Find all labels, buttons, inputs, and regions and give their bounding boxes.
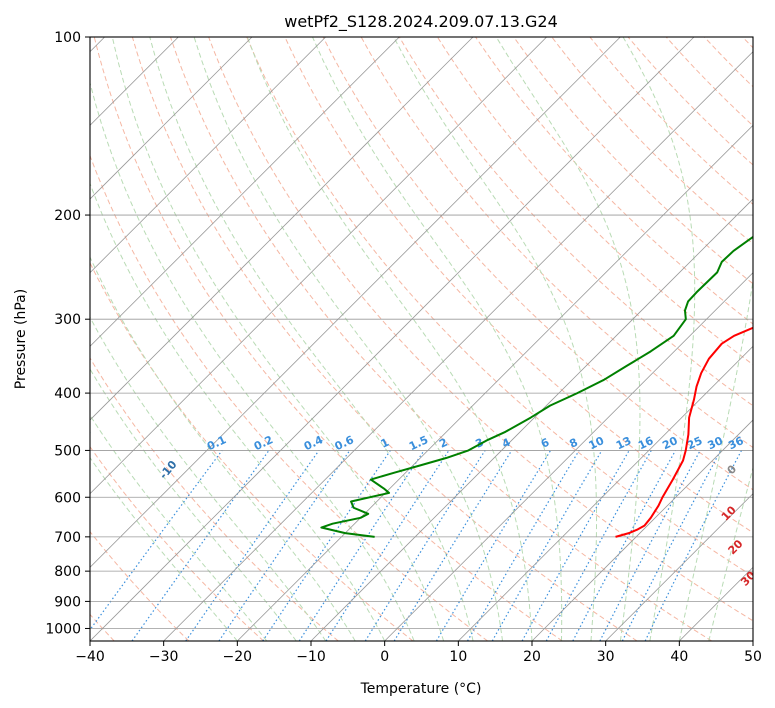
y-tick-label: 400 [54,386,81,402]
mixing-ratio-label: 16 [636,434,656,452]
temperature-profile-line [615,326,753,538]
dry-adiabat-line [284,37,753,534]
moist-adiabat-line [393,37,598,641]
x-tick-label: 30 [597,649,615,665]
isotherm-line [237,124,753,641]
mixing-ratio-line [572,450,677,641]
isotherm-line [90,37,400,347]
plot-frame [89,36,754,642]
moist-adiabat-line [90,316,327,641]
dry-adiabat-line [170,37,713,641]
y-tick-label: 300 [54,312,81,328]
isotherm-line [90,37,474,421]
dry-adiabat-line [589,37,753,205]
mixing-ratio-label: 36 [726,434,746,452]
mixing-ratio-line [218,450,351,641]
isotherm-line [163,51,753,641]
dry-adiabat-line [131,37,638,641]
y-tick-label: 800 [54,564,81,580]
x-tick-label: 0 [380,649,389,665]
mixing-ratio-label: 20 [660,434,680,452]
moist-adiabat-line [149,37,474,641]
x-tick-label: −20 [223,649,253,665]
isobar-gridlines [90,37,753,629]
dry-adiabat-line [246,37,753,577]
chart-title: wetPf2_S128.2024.209.07.13.G24 [284,12,558,32]
moist-adiabat-line [90,414,268,641]
y-tick-label: 500 [54,443,81,459]
x-axis-ticks: −40 −30 −20 −10 0 10 20 30 40 50 [75,641,762,665]
y-tick-label: 900 [54,594,81,610]
moist-adiabat-line [678,37,753,641]
moist-adiabat-line [90,182,386,641]
moist-adiabat-line [90,80,415,641]
mixing-ratio-label: 30 [706,434,726,452]
isotherm-line [605,493,753,641]
dry-adiabat-line [398,37,753,407]
mixing-ratio-label: 13 [614,434,633,452]
moist-adiabat-line [193,37,504,641]
mixing-ratio-line [435,450,552,641]
mixing-ratio-line [393,450,513,641]
moist-adiabat-line [708,465,753,641]
moist-adiabat-line [495,37,641,641]
y-axis-title: Pressure (hPa) [13,289,29,389]
isotherm-line [90,37,547,495]
moist-adiabat-line [312,37,563,641]
y-tick-label: 200 [54,208,81,224]
mixing-ratio-label: 10 [587,434,607,452]
dry-adiabat-line [437,37,753,366]
isotherms [90,37,753,641]
mixing-ratio-lines [90,450,743,641]
isotherm-line [90,37,253,200]
moist-adiabat-line [622,37,696,641]
y-tick-label: 1000 [45,621,81,637]
mixing-ratio-line [491,450,603,641]
dry-adiabat-line [90,261,414,641]
x-tick-label: −40 [75,649,105,665]
dry-adiabat-line [90,357,339,641]
y-tick-label: 600 [54,490,81,506]
mixing-ratio-line [466,450,580,641]
dry-adiabats [90,37,753,641]
dry-adiabat-line [208,37,753,622]
mixing-ratio-line [90,450,223,631]
dewpoint-profile-line [320,235,753,538]
x-tick-label: 20 [523,649,541,665]
moist-adiabat-line [90,255,356,641]
mixing-ratio-line [364,450,486,641]
moist-adiabat-line [111,37,445,641]
isotherm-line [90,37,326,274]
dry-adiabat-line [627,37,753,166]
isotherm-line [458,345,753,641]
mixing-ratio-label: 25 [685,434,704,452]
x-axis-title: Temperature (°C) [360,681,482,697]
y-axis-ticks: 1000 900 800 700 600 500 400 300 200 100 [45,30,90,637]
dry-adiabat-line [90,530,190,641]
mixing-ratio-line [325,450,450,641]
dry-adiabat-line [93,37,563,641]
x-tick-label: −30 [149,649,179,665]
isotherm-line [90,37,695,641]
dry-adiabat-line [322,37,753,491]
isotherm-line [310,198,753,641]
x-tick-label: 10 [449,649,467,665]
moist-adiabat-line [246,37,533,641]
x-tick-label: −10 [296,649,326,665]
dry-adiabat-line [475,37,753,325]
moist-adiabat-line [90,456,238,641]
x-tick-label: 40 [670,649,688,665]
sounding-profiles [320,235,753,538]
x-tick-label: 50 [744,649,762,665]
dry-adiabat-line [551,37,753,245]
moist-adiabats [90,37,753,641]
mixing-ratio-line [131,450,270,641]
isotherm-line [384,272,753,641]
y-tick-label: 700 [54,530,81,546]
y-tick-label: 100 [54,30,81,46]
mixing-ratio-line [521,450,630,641]
isotherm-line [90,37,621,568]
isotherm-line [531,419,753,641]
